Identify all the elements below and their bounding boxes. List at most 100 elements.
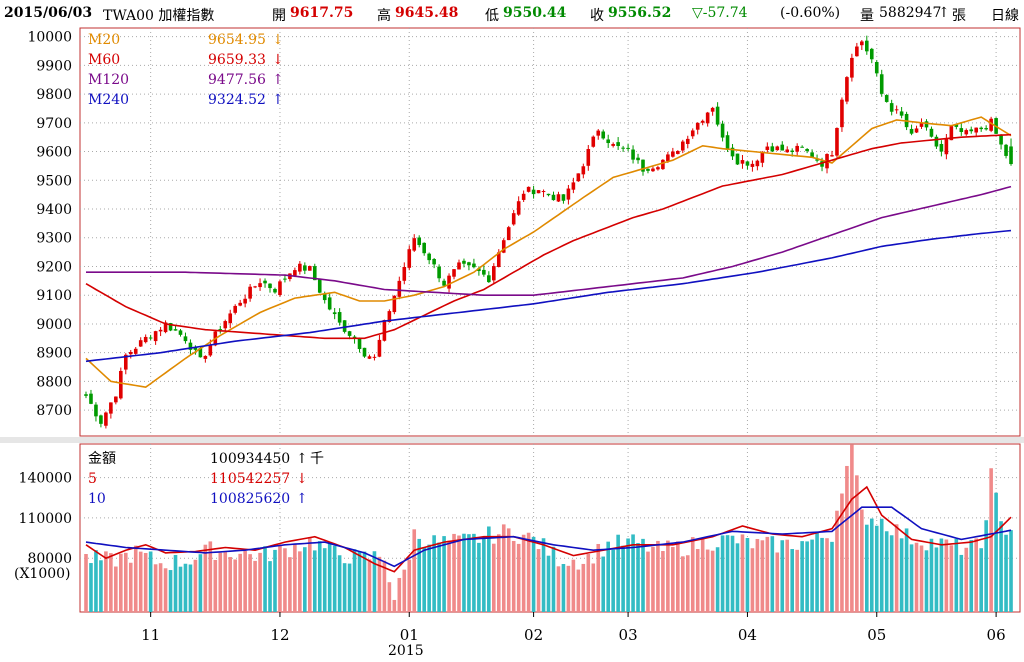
- volume-bar: [511, 540, 516, 612]
- volume-bar: [477, 542, 481, 612]
- volume-bar: [745, 538, 750, 612]
- volume-bar: [208, 541, 213, 612]
- legend-arrow: ↑: [296, 451, 308, 467]
- candle-body: [790, 150, 795, 152]
- volume-bar: [730, 535, 735, 612]
- volume-bar: [820, 537, 824, 612]
- volume-bar: [347, 563, 352, 612]
- candle-body: [720, 123, 725, 138]
- candle-body: [835, 127, 839, 156]
- x-tick-label: 01: [400, 626, 419, 644]
- volume-bar: [457, 535, 461, 612]
- volume-bar: [243, 551, 247, 612]
- volume-bar: [690, 537, 695, 612]
- volume-bar: [850, 444, 854, 612]
- high-value: 9645.48: [395, 5, 459, 21]
- price-tick-label: 9100: [36, 288, 72, 304]
- low-value: 9550.44: [503, 5, 567, 21]
- candle-body: [710, 107, 715, 112]
- candle-body: [536, 190, 541, 194]
- volume-bar: [775, 552, 780, 612]
- x-year-label: 2015: [388, 643, 424, 659]
- candle-body: [526, 186, 531, 192]
- candle-body: [153, 331, 158, 342]
- volume-bar: [899, 538, 904, 612]
- candle-body: [874, 61, 879, 74]
- legend-row: 金額 100934450 ↑ 千: [84, 449, 334, 469]
- candle-body: [402, 267, 407, 281]
- volume-bar: [168, 570, 173, 612]
- index-name: TWA00 加權指數: [103, 8, 215, 24]
- candle-body: [685, 138, 690, 144]
- volume-bar: [382, 560, 387, 612]
- open-label: 開: [272, 8, 286, 24]
- volume-bar: [680, 556, 685, 612]
- candle-body: [541, 191, 546, 193]
- price-tick-label: 8700: [36, 403, 72, 419]
- candle-body: [337, 312, 342, 323]
- volume-bar: [904, 528, 909, 612]
- legend-unit: 千: [310, 451, 324, 467]
- period-label: 日線: [991, 8, 1019, 24]
- volume-bar: [959, 554, 964, 612]
- volume-bar: [228, 557, 233, 612]
- volume-bar: [203, 544, 208, 612]
- volume-bar: [830, 541, 834, 612]
- volume-bar: [213, 559, 218, 612]
- volume-bar: [646, 551, 650, 612]
- volume-bar: [944, 539, 949, 612]
- volume-bar: [143, 552, 148, 612]
- price-tick-label: 9500: [36, 173, 72, 189]
- candle-body: [680, 141, 685, 151]
- volume-bar: [293, 544, 297, 612]
- volume-bar: [939, 538, 944, 612]
- quote-date: 2015/06/03: [4, 5, 93, 21]
- volume-bar: [1004, 534, 1008, 612]
- candle-body: [382, 320, 387, 341]
- volume-bar: [914, 542, 919, 612]
- legend-name: M60: [88, 52, 121, 68]
- candle-body: [770, 146, 775, 152]
- volume-bar: [397, 577, 402, 612]
- candle-body: [268, 283, 272, 289]
- price-tick-label: 8900: [36, 346, 72, 362]
- volume-bar: [238, 553, 242, 612]
- volume-bar: [472, 533, 476, 612]
- volume-bar: [626, 538, 630, 612]
- volume-bar: [99, 560, 103, 612]
- quote-header: 2015/06/03 TWA00 加權指數 開 9617.75 高 9645.4…: [0, 0, 1024, 28]
- candle-body: [427, 253, 431, 261]
- candle-body: [666, 154, 670, 162]
- candle-body: [228, 313, 233, 324]
- volume-bar: [929, 538, 934, 612]
- volume-bar: [805, 541, 809, 612]
- volume-bar: [810, 539, 814, 612]
- volume-bar: [173, 554, 178, 612]
- volume-bar: [447, 540, 451, 612]
- volume-bar: [884, 531, 889, 612]
- candle-body: [939, 143, 944, 152]
- volume-bar: [372, 551, 377, 612]
- candle-body: [501, 240, 506, 253]
- candle-body: [561, 194, 566, 201]
- volume-bar: [467, 534, 471, 612]
- volume-bar: [661, 551, 665, 612]
- candle-body: [601, 131, 606, 139]
- volume-bar: [964, 547, 969, 612]
- candle-body: [238, 302, 242, 306]
- candle-body: [984, 128, 988, 130]
- volume-bar: [919, 545, 924, 612]
- volume-legend: 金額 100934450 ↑ 千 5 110542257 ↓ 10 100825620 ↑: [84, 449, 334, 509]
- volume-bar: [133, 545, 138, 612]
- candle-body: [407, 249, 412, 268]
- volume-bar: [1009, 530, 1013, 612]
- volume-bar: [263, 546, 267, 612]
- candle-body: [114, 396, 118, 403]
- volume-bar: [989, 468, 993, 612]
- candle-body: [879, 74, 884, 94]
- candle-body: [327, 297, 332, 310]
- volume-bar: [218, 552, 223, 612]
- candle-body: [760, 151, 765, 163]
- volume-bar: [123, 552, 128, 612]
